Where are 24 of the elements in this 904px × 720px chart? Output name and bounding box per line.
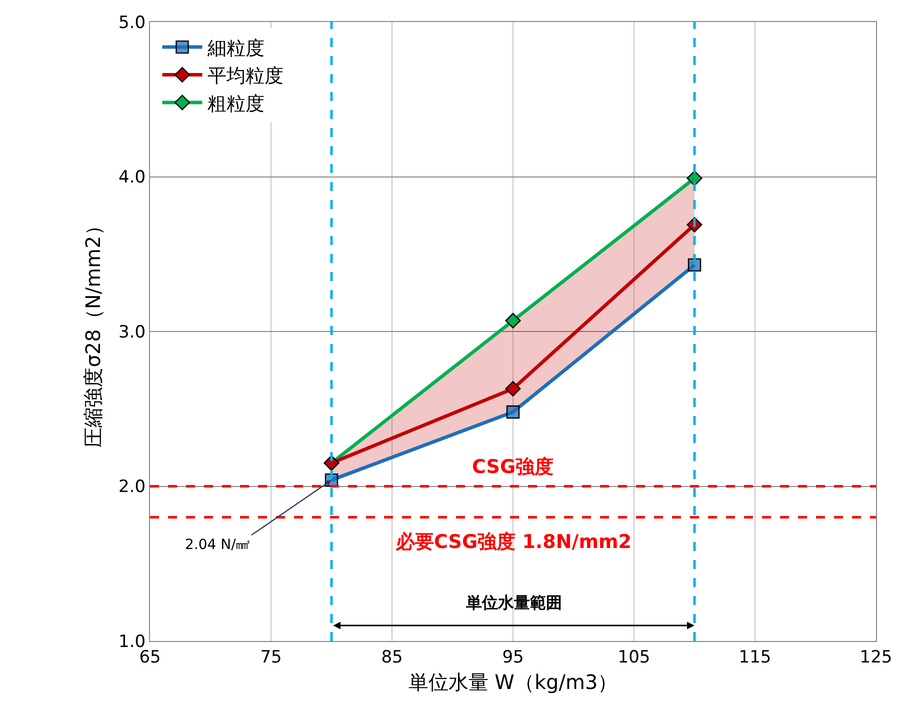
point: [688, 258, 702, 272]
point: [505, 312, 521, 328]
ref-line-label: 必要CSG強度 1.8N/mm2: [395, 531, 632, 553]
y-tick-label: 5.0: [118, 12, 146, 33]
x-tick-label: 75: [260, 647, 282, 668]
point: [506, 405, 520, 419]
x-tick-label: 95: [502, 647, 524, 668]
x-tick-label: 115: [738, 647, 772, 668]
point: [505, 381, 521, 397]
y-tick-label: 4.0: [118, 168, 146, 188]
x-axis-title: 単位水量 W（kg/m3）: [408, 670, 618, 694]
legend-label: 細粒度: [206, 37, 264, 60]
x-tick-label: 105: [618, 647, 650, 668]
y-tick-label: 3.0: [118, 322, 146, 342]
annotation: 単位水量範囲: [465, 593, 562, 612]
x-tick-label: 85: [381, 647, 403, 668]
y-tick-label: 2.0: [118, 477, 146, 498]
x-tick-label: 65: [139, 647, 161, 668]
legend-label: 平均粒度: [207, 65, 284, 88]
legend-label: 粗粒度: [207, 92, 264, 115]
x-tick-label: 125: [860, 647, 892, 668]
ref-line-label: CSG強度: [472, 456, 554, 478]
y-axis-title: 圧縮強度σ28（N/mm2）: [81, 216, 106, 448]
annotation: 2.04 N/㎟: [185, 537, 250, 553]
